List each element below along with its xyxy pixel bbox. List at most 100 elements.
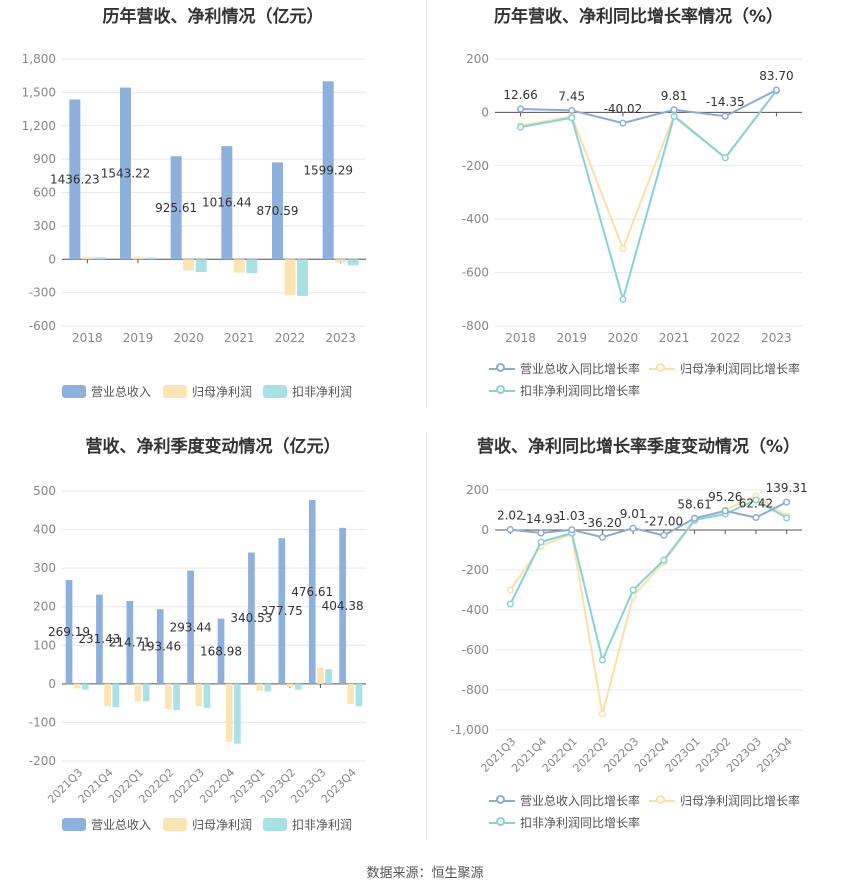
panel-divider	[426, 432, 427, 840]
bar	[233, 259, 245, 273]
bar	[145, 257, 156, 260]
y-tick-label: 1,800	[22, 52, 56, 66]
bar	[187, 570, 194, 684]
data-point	[721, 112, 729, 120]
y-tick-label: 1,500	[22, 85, 56, 99]
y-tick-label: -600	[29, 319, 56, 333]
series-line	[520, 89, 777, 125]
legend-item-net-profit-growth[interactable]: 归母净利润同比增长率	[649, 360, 800, 377]
data-label: 1543.22	[101, 166, 151, 180]
legend-item-revenue[interactable]: 营业总收入	[62, 816, 151, 833]
legend-item-revenue-growth[interactable]: 营业总收入同比增长率	[489, 360, 640, 377]
legend-item-revenue[interactable]: 营业总收入	[62, 383, 151, 400]
legend-item-deducted-profit-growth[interactable]: 扣非净利润同比增长率	[489, 814, 640, 831]
y-tick-label: 900	[33, 152, 56, 166]
y-tick-label: 300	[33, 219, 56, 233]
data-point	[537, 529, 545, 537]
bar	[347, 683, 355, 704]
bar	[272, 162, 283, 260]
x-tick-label: 2020	[608, 331, 639, 345]
data-point	[752, 496, 760, 504]
annual-growth-chart: 历年营收、净利同比增长率情况（%） -800 -600 -400 -200 0 200 20…	[427, 0, 850, 410]
legend-label: 归母净利润	[192, 385, 253, 399]
data-point	[537, 538, 545, 546]
x-tick-label: 2021	[224, 331, 255, 345]
legend-item-net-profit-growth[interactable]: 归母净利润同比增长率	[649, 792, 800, 809]
data-point	[619, 119, 627, 127]
bar	[221, 146, 233, 260]
data-label: 1436.23	[50, 172, 100, 186]
bar	[112, 683, 120, 707]
data-label: 377.75	[261, 604, 303, 618]
data-label: 1.03	[558, 509, 585, 523]
y-tick-label: -800	[462, 683, 489, 697]
legend-item-revenue-growth[interactable]: 营业总收入同比增长率	[489, 792, 640, 809]
x-tick-label: 2021	[659, 331, 690, 345]
data-label: 870.59	[257, 204, 299, 218]
data-label: 340.53	[230, 611, 272, 625]
data-label: 214.71	[109, 635, 151, 649]
legend-label: 营业总收入	[91, 385, 152, 399]
legend-label: 营业总收入同比增长率	[520, 794, 641, 808]
annual-growth-plot: -800 -600 -400 -200 0 200 2018 2019 2020 2021 2022…	[462, 52, 802, 345]
legend-label: 扣非净利润	[292, 385, 353, 399]
data-point	[783, 514, 791, 522]
legend-label: 营业总收入	[91, 818, 152, 832]
y-tick-label: -800	[462, 319, 489, 333]
bar	[278, 538, 286, 684]
data-point	[517, 105, 525, 113]
data-label: 231.43	[78, 632, 120, 646]
y-tick-label: 200	[466, 52, 489, 66]
legend-label: 扣非净利润同比增长率	[520, 384, 641, 398]
bar	[132, 257, 144, 260]
y-tick-label: 400	[33, 523, 56, 537]
data-label: 58.61	[677, 497, 711, 511]
data-point	[691, 514, 699, 522]
legend-item-net-profit[interactable]: 归母净利润	[163, 383, 252, 400]
data-point	[629, 524, 637, 532]
chart-title: 历年营收、净利同比增长率情况（%）	[493, 7, 784, 27]
quarterly-growth-chart: 营收、净利同比增长率季度变动情况（%） -1,000 -800 -600 -400 -2…	[427, 430, 850, 840]
x-tick-label: 2023	[325, 331, 356, 345]
bar	[246, 259, 258, 274]
bar	[173, 683, 180, 711]
legend-line-marker	[489, 816, 515, 829]
y-tick-label: -200	[462, 563, 489, 577]
data-point	[598, 533, 606, 541]
legend-label: 扣非净利润同比增长率	[520, 816, 641, 830]
data-point	[506, 600, 514, 608]
legend-swatch	[263, 818, 287, 831]
y-tick-label: -400	[462, 212, 489, 226]
data-label: -14.93	[522, 512, 561, 526]
data-label: 139.31	[766, 481, 808, 495]
bar	[203, 683, 211, 708]
legend-label: 归母净利润	[192, 818, 253, 832]
legend-item-deducted-profit[interactable]: 扣非净利润	[263, 383, 352, 400]
y-tick-label: 200	[33, 600, 56, 614]
legend-item-net-profit[interactable]: 归母净利润	[163, 816, 252, 833]
data-label: 168.98	[200, 644, 242, 658]
data-label: 1016.44	[202, 196, 252, 210]
y-tick-label: 100	[33, 638, 56, 652]
legend-swatch	[163, 385, 187, 398]
bar	[81, 256, 93, 260]
legend-label: 扣非净利润	[292, 818, 353, 832]
bar	[248, 552, 255, 684]
legend-item-deducted-profit[interactable]: 扣非净利润	[263, 816, 352, 833]
bar	[73, 683, 81, 689]
bar	[120, 87, 131, 260]
data-point	[629, 586, 637, 594]
bar	[325, 669, 332, 684]
bar	[126, 601, 134, 684]
data-point	[752, 513, 760, 522]
data-source-note: 数据来源：恒生聚源	[366, 866, 484, 881]
legend-item-deducted-profit-growth[interactable]: 扣非净利润同比增长率	[489, 382, 640, 399]
series-line	[509, 498, 788, 664]
bar	[297, 259, 308, 296]
bar	[165, 683, 172, 709]
data-label: 12.66	[503, 88, 537, 102]
legend-label: 营业总收入同比增长率	[520, 362, 641, 376]
data-point	[598, 656, 606, 664]
bar	[347, 259, 359, 266]
bar	[339, 527, 346, 684]
